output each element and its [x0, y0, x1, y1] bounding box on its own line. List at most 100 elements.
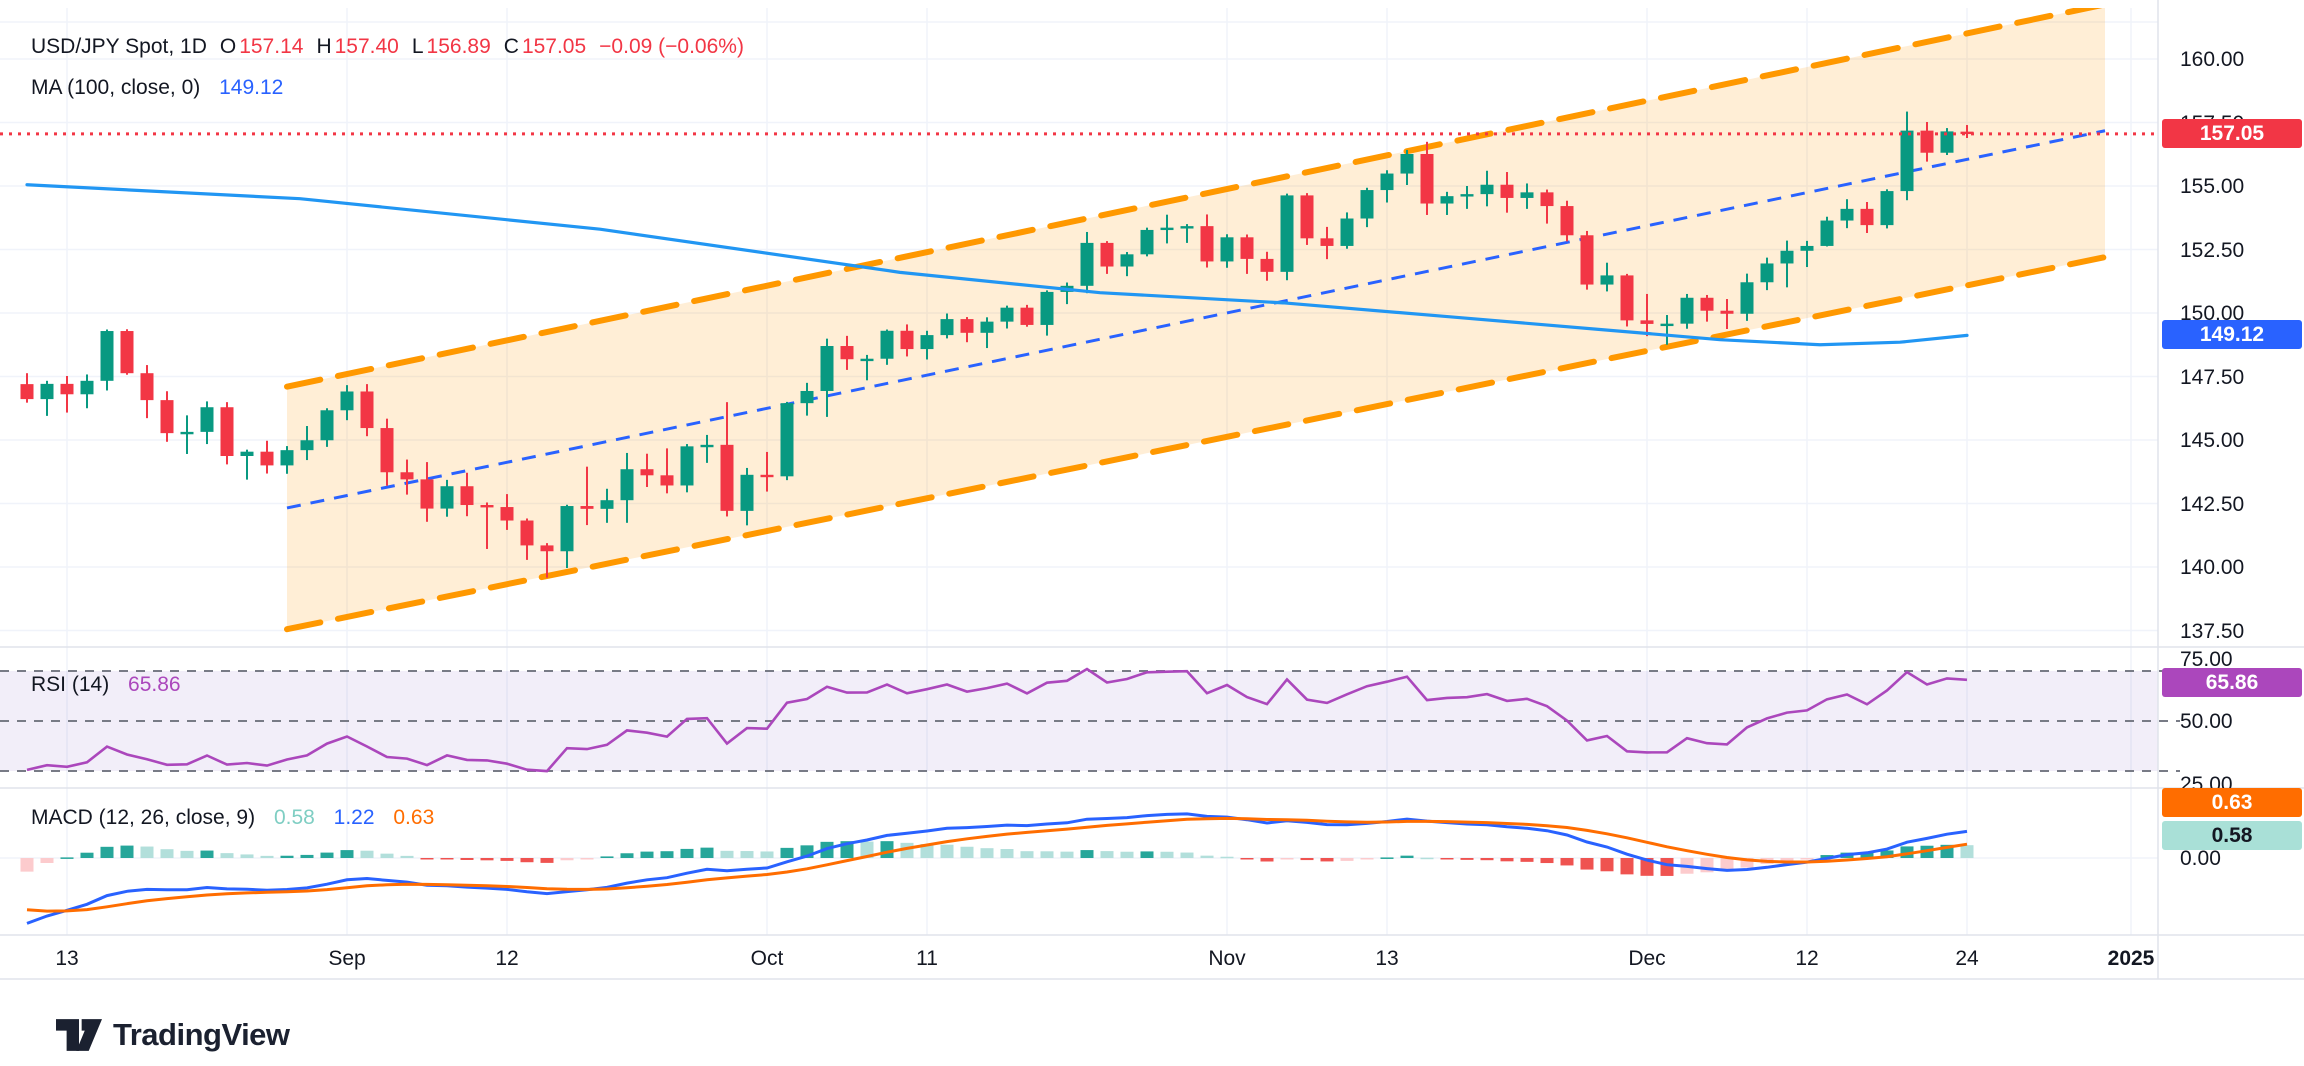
candle-body: [420, 479, 434, 509]
candle-wick: [706, 434, 708, 463]
candle-body: [640, 469, 654, 476]
candle-body: [740, 474, 754, 511]
candle-body: [1180, 226, 1194, 229]
candle-wick: [246, 449, 248, 480]
candle-body: [1300, 195, 1314, 239]
macd-line: [26, 812, 1968, 925]
candle-body: [120, 331, 134, 374]
candle-body: [1020, 307, 1034, 325]
trend-channel[interactable]: [284, 4, 2108, 633]
candle-body: [920, 335, 934, 350]
candle-body: [1120, 254, 1134, 267]
candle-wick: [1966, 125, 1968, 138]
ma-legend: MA (100, close, 0) 149.12: [31, 77, 283, 98]
candle-body: [1320, 238, 1334, 246]
ma-label: MA (100, close, 0): [31, 76, 201, 99]
candle-body: [680, 446, 694, 486]
candle-body: [180, 431, 194, 435]
candle-body: [1200, 226, 1214, 262]
macd-hist-badge: 0.58: [2162, 821, 2302, 850]
ma-value-badge: 149.12: [2162, 320, 2302, 349]
candle-body: [1920, 130, 1934, 153]
candle-wick: [666, 448, 668, 494]
candle-body: [1100, 242, 1114, 267]
candle-body: [1940, 131, 1954, 153]
candle-body: [1760, 263, 1774, 283]
candle-body: [320, 410, 334, 441]
tradingview-logo-text: TradingView: [113, 1017, 290, 1052]
candle-body: [160, 400, 174, 434]
close-label: C: [503, 35, 519, 58]
candle-wick: [1666, 315, 1668, 345]
candle-body: [620, 469, 634, 501]
rsi-line: [26, 667, 1968, 773]
time-tick-label: 12: [495, 947, 519, 970]
candle-body: [1540, 192, 1554, 207]
rsi-label: RSI (14): [31, 673, 110, 696]
macd-signal-line: [26, 816, 1968, 913]
candle-body: [100, 331, 114, 381]
candle-body: [1740, 282, 1754, 314]
candle-body: [700, 444, 714, 448]
candle-body: [720, 444, 734, 511]
candle-wick: [1466, 186, 1468, 209]
candle-wick: [1646, 293, 1648, 337]
tradingview-logo-icon: [56, 1019, 102, 1051]
candle-wick: [586, 466, 588, 526]
price-tick-label: 145.00: [2180, 429, 2245, 452]
candle-body: [1140, 229, 1154, 255]
macd-signal-value: 0.63: [393, 806, 435, 829]
candle-wick: [486, 502, 488, 549]
candle-body: [1680, 297, 1694, 324]
price-tick-label: 140.00: [2180, 556, 2245, 579]
candle-body: [980, 321, 994, 333]
candle-body: [580, 506, 594, 509]
candle-body: [380, 428, 394, 473]
candle-body: [340, 391, 354, 411]
low-label: L: [411, 35, 424, 58]
rsi-band: [0, 670, 2180, 772]
ma100-line: [25, 183, 1969, 347]
candle-body: [1800, 245, 1814, 251]
candle-body: [1420, 153, 1434, 204]
candle-body: [660, 475, 674, 486]
candle-body: [820, 346, 834, 391]
candle-body: [1640, 320, 1654, 324]
open-value: 157.14: [239, 35, 304, 58]
rsi-value: 65.86: [128, 673, 181, 696]
candle-body: [1480, 184, 1494, 195]
rsi-value-badge: 65.86: [2162, 668, 2302, 697]
rsi-tick-label: 50.00: [2180, 710, 2233, 733]
candle-body: [1040, 291, 1054, 325]
time-tick-label: 13: [1375, 947, 1399, 970]
close-value: 157.05: [521, 35, 587, 58]
candle-wick: [1186, 224, 1188, 243]
tradingview-logo[interactable]: TradingView: [56, 1015, 290, 1055]
candle-body: [1460, 194, 1474, 197]
high-label: H: [316, 35, 332, 58]
candle-wick: [1786, 240, 1788, 288]
pane-separators[interactable]: [0, 0, 2304, 980]
candle-body: [1620, 275, 1634, 321]
candle-body: [800, 390, 814, 404]
candle-body: [560, 506, 574, 552]
candle-body: [780, 403, 794, 477]
high-value: 157.40: [334, 35, 399, 58]
low-value: 156.89: [426, 35, 491, 58]
candle-body: [880, 330, 894, 359]
candle-body: [480, 505, 494, 508]
candle-body: [1340, 218, 1354, 246]
candle-wick: [1546, 189, 1548, 224]
candle-body: [940, 319, 954, 336]
candle-body: [280, 450, 294, 466]
time-tick-label: Oct: [750, 947, 784, 970]
candle-body: [1260, 258, 1274, 272]
candle-body: [400, 472, 414, 480]
candle-body: [1960, 131, 1974, 135]
candle-body: [1880, 191, 1894, 226]
candle-body: [1080, 242, 1094, 286]
candle-body: [520, 520, 534, 546]
candle-body: [1160, 227, 1174, 231]
